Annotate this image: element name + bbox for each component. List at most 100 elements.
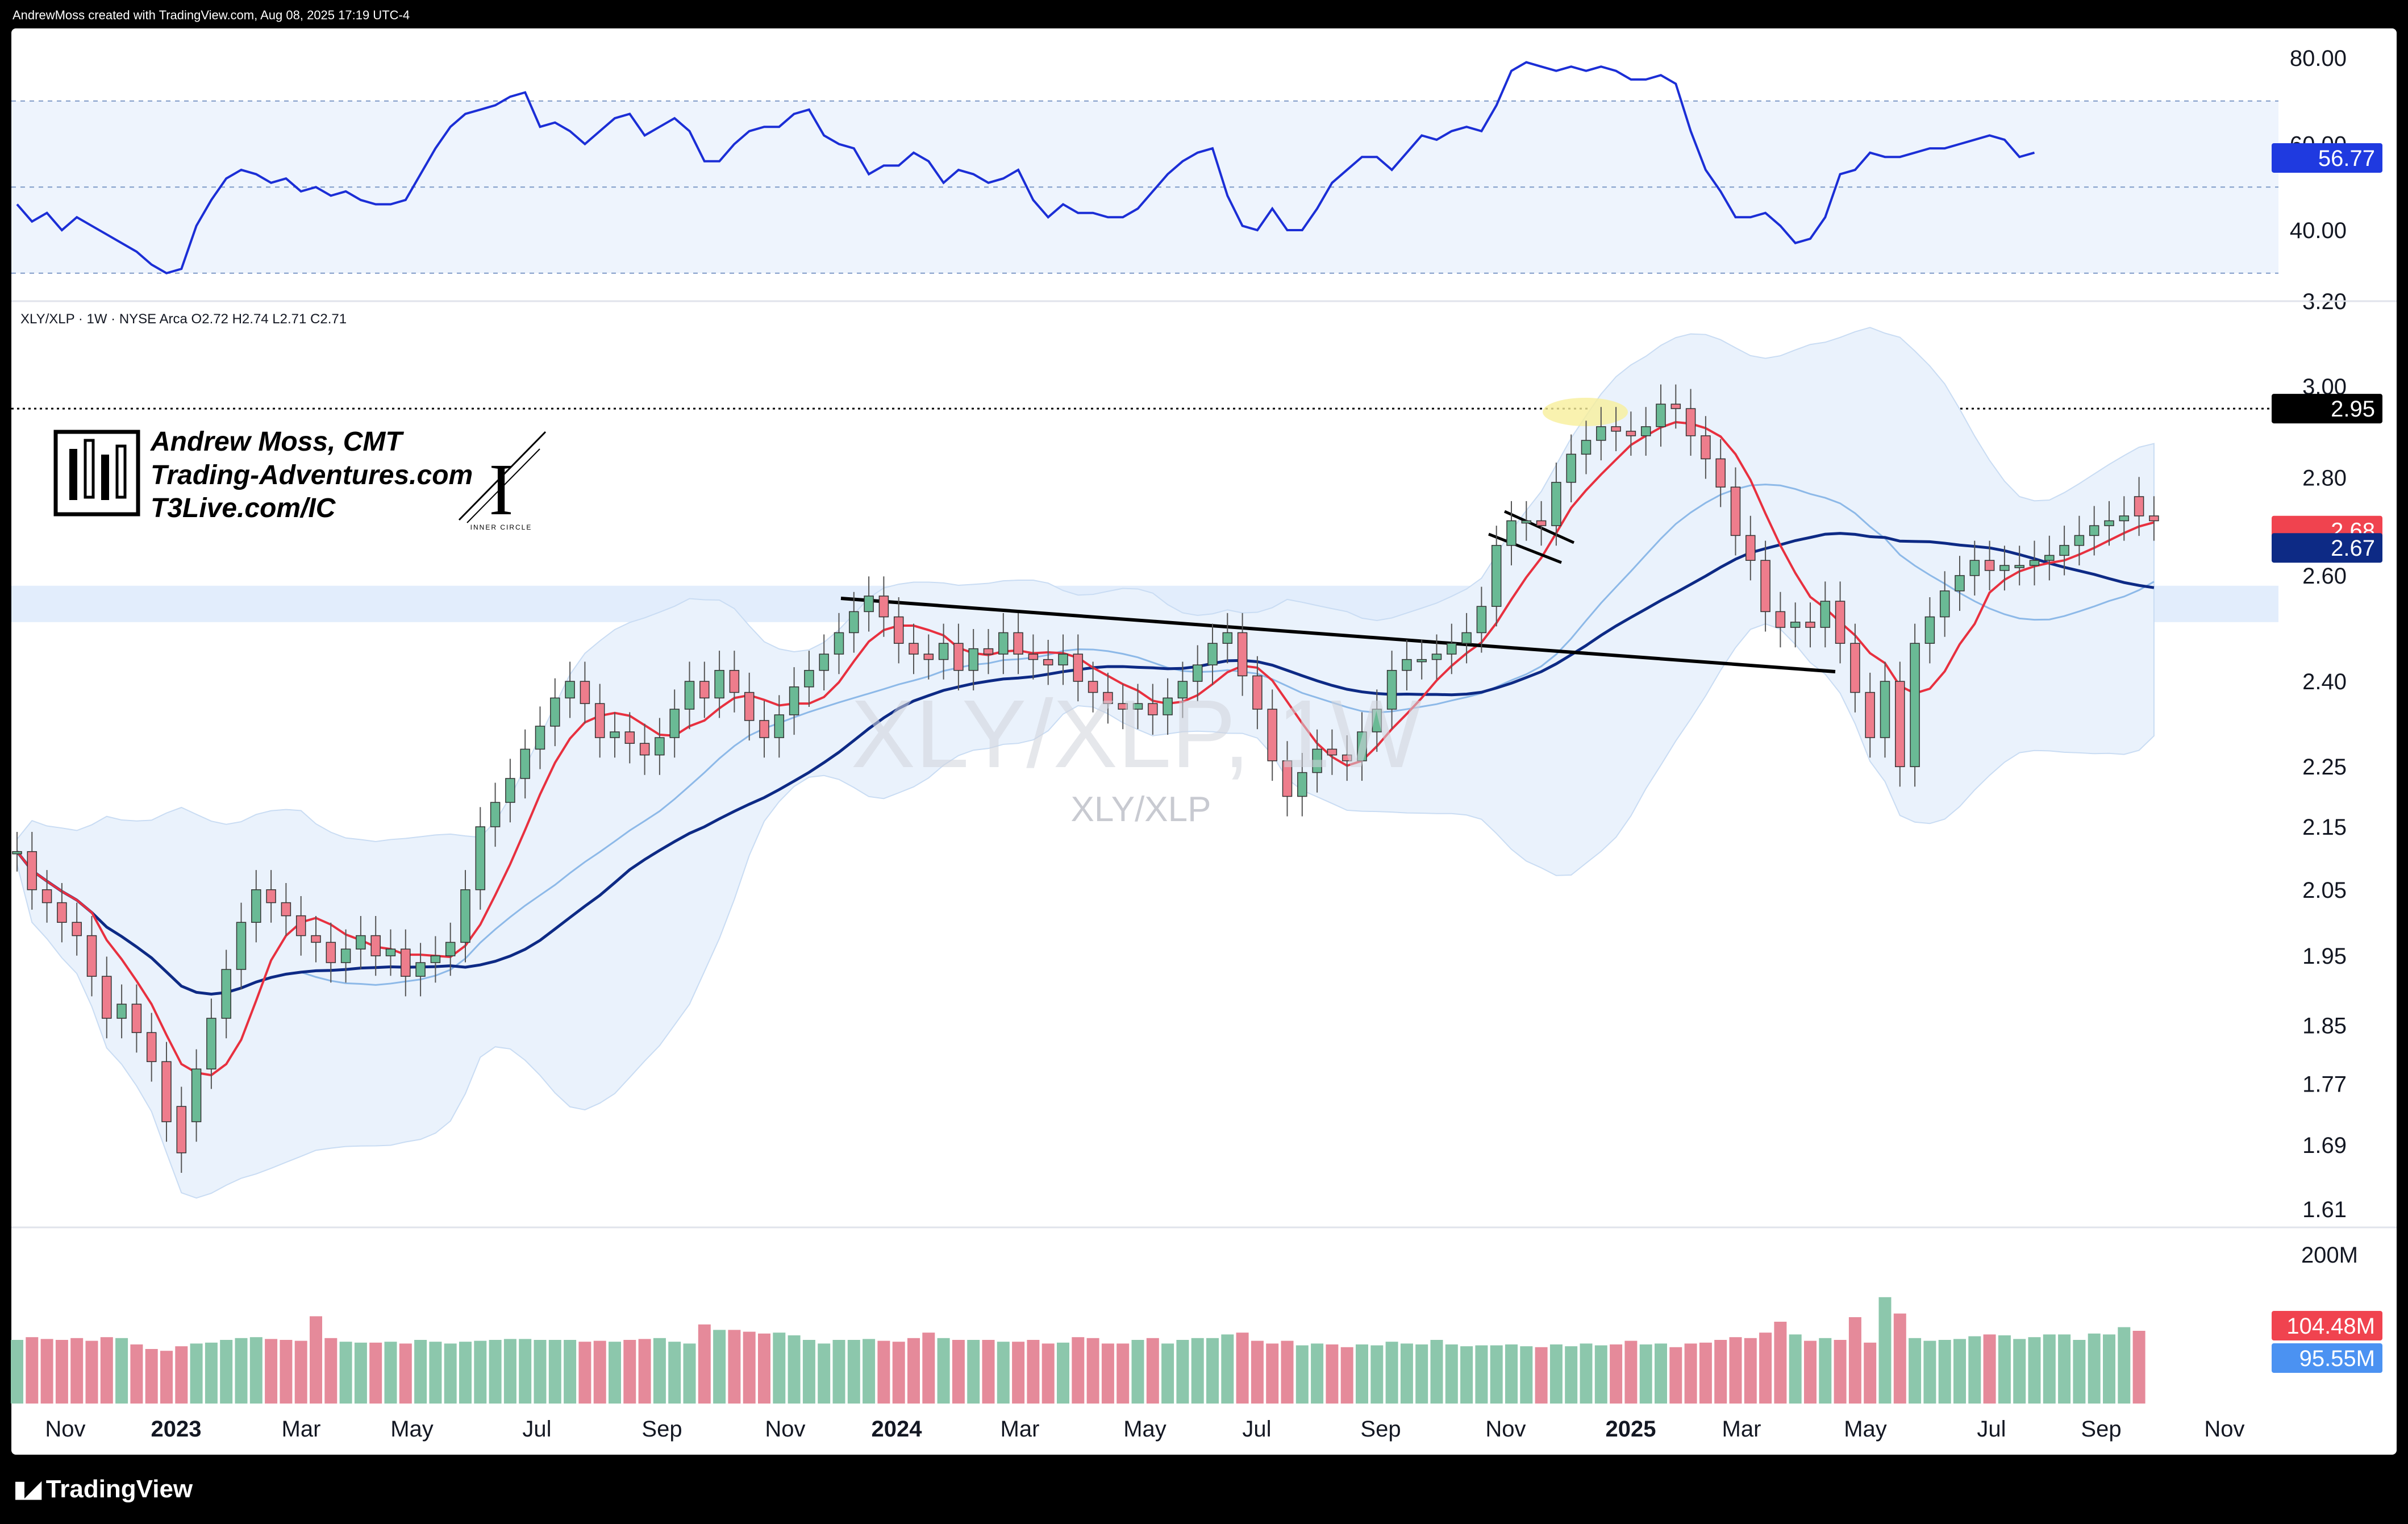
volume-bar bbox=[713, 1330, 726, 1404]
volume-bar bbox=[609, 1342, 621, 1404]
candle-down bbox=[311, 935, 321, 943]
candle-up bbox=[251, 889, 261, 923]
candle-down bbox=[1745, 535, 1756, 561]
volume-bar bbox=[638, 1339, 651, 1404]
volume-bar bbox=[1565, 1346, 1578, 1404]
volume-bar bbox=[593, 1340, 606, 1404]
candle-down bbox=[370, 935, 381, 956]
volume-bar bbox=[1953, 1339, 1966, 1404]
candle-up bbox=[864, 596, 874, 613]
candle-up bbox=[550, 697, 560, 727]
volume-bar bbox=[1460, 1346, 1473, 1404]
volume-bar bbox=[1864, 1342, 1877, 1404]
volume-bar bbox=[2013, 1339, 2026, 1404]
candle-down bbox=[1775, 611, 1786, 628]
x-tick-label: May bbox=[1844, 1417, 1887, 1442]
volume-bar bbox=[205, 1342, 218, 1404]
volume-bar bbox=[1206, 1338, 1219, 1404]
volume-bar bbox=[1326, 1344, 1339, 1404]
x-tick-label: Jul bbox=[1977, 1417, 2006, 1442]
candle-down bbox=[1043, 659, 1053, 665]
candle-up bbox=[1222, 632, 1233, 644]
volume-bar bbox=[190, 1343, 203, 1404]
candle-up bbox=[520, 748, 530, 779]
candle-down bbox=[326, 942, 336, 963]
candle-down bbox=[1670, 403, 1681, 409]
candle-up bbox=[610, 731, 620, 738]
candle-up bbox=[1566, 453, 1576, 483]
volume-bar bbox=[249, 1337, 263, 1404]
candle-up bbox=[505, 778, 515, 803]
price-tick-label: 1.69 bbox=[2302, 1133, 2347, 1158]
volume-ma-tag-bg bbox=[2272, 1343, 2382, 1373]
volume-bar bbox=[1789, 1334, 1802, 1404]
candle-up bbox=[1447, 643, 1457, 655]
candle-up bbox=[1820, 601, 1831, 628]
volume-bar bbox=[1968, 1336, 1981, 1404]
volume-bar bbox=[384, 1342, 397, 1404]
volume-bar bbox=[1131, 1340, 1144, 1404]
volume-bar bbox=[683, 1343, 696, 1404]
volume-bar bbox=[1161, 1343, 1174, 1404]
volume-bar bbox=[1340, 1347, 1353, 1404]
volume-bar bbox=[130, 1344, 143, 1404]
candle-down bbox=[266, 889, 276, 903]
volume-bar bbox=[2028, 1337, 2041, 1404]
candle-down bbox=[1730, 486, 1741, 536]
candle-up bbox=[1551, 482, 1561, 526]
watermark-symbol: XLY/XLP, 1W bbox=[851, 680, 1422, 788]
candle-down bbox=[2134, 496, 2144, 517]
candle-down bbox=[1701, 435, 1711, 460]
volume-bar bbox=[728, 1330, 741, 1404]
price-tick-label: 2.40 bbox=[2302, 669, 2347, 694]
volume-bar bbox=[623, 1340, 636, 1404]
x-tick-label: Mar bbox=[1001, 1417, 1040, 1442]
candle-up bbox=[714, 670, 724, 699]
candle-up bbox=[356, 935, 366, 950]
candle-down bbox=[1805, 622, 1815, 628]
volume-bar bbox=[1610, 1344, 1623, 1404]
top-highlight bbox=[1543, 398, 1628, 426]
candle-up bbox=[221, 969, 231, 1019]
volume-bar bbox=[354, 1342, 367, 1404]
x-tick-label: 2025 bbox=[1606, 1417, 1656, 1442]
candle-up bbox=[669, 709, 680, 738]
volume-bar bbox=[1594, 1345, 1607, 1404]
volume-bar bbox=[1505, 1344, 1518, 1404]
volume-bar bbox=[1639, 1344, 1652, 1404]
candle-down bbox=[893, 616, 904, 644]
volume-bar bbox=[802, 1340, 815, 1404]
volume-bar bbox=[2073, 1340, 2086, 1404]
volume-bar bbox=[85, 1340, 98, 1404]
candle-down bbox=[1282, 760, 1293, 797]
volume-bar bbox=[100, 1337, 113, 1404]
candle-up bbox=[1312, 748, 1322, 773]
volume-bar bbox=[1281, 1340, 1294, 1404]
volume-bar bbox=[922, 1333, 935, 1404]
price-tick-label: 1.77 bbox=[2302, 1072, 2347, 1097]
candle-down bbox=[2149, 515, 2159, 522]
volume-bar bbox=[1490, 1345, 1503, 1404]
volume-bar bbox=[324, 1338, 338, 1404]
candle-down bbox=[146, 1032, 157, 1063]
candle-down bbox=[1237, 632, 1248, 677]
volume-bar bbox=[235, 1338, 248, 1404]
tradingview-logo-icon: ▮◢ bbox=[14, 1477, 41, 1502]
volume-bar bbox=[743, 1331, 756, 1404]
volume-bar bbox=[1520, 1346, 1533, 1404]
candle-up bbox=[1192, 664, 1203, 682]
candle-up bbox=[1207, 643, 1218, 665]
volume-bar bbox=[773, 1333, 786, 1404]
volume-bar bbox=[982, 1340, 995, 1404]
candle-up bbox=[1596, 426, 1606, 441]
candle-down bbox=[1252, 675, 1263, 710]
volume-bar bbox=[1624, 1340, 1638, 1404]
inner-circle-icon: I bbox=[489, 449, 513, 531]
candle-down bbox=[1835, 601, 1845, 644]
price-tick-label: 2.25 bbox=[2302, 755, 2347, 780]
volume-bar bbox=[863, 1339, 876, 1404]
candle-up bbox=[191, 1068, 202, 1122]
volume-bar bbox=[1311, 1343, 1324, 1404]
tradingview-brand[interactable]: ▮◢ TradingView bbox=[14, 1475, 193, 1504]
